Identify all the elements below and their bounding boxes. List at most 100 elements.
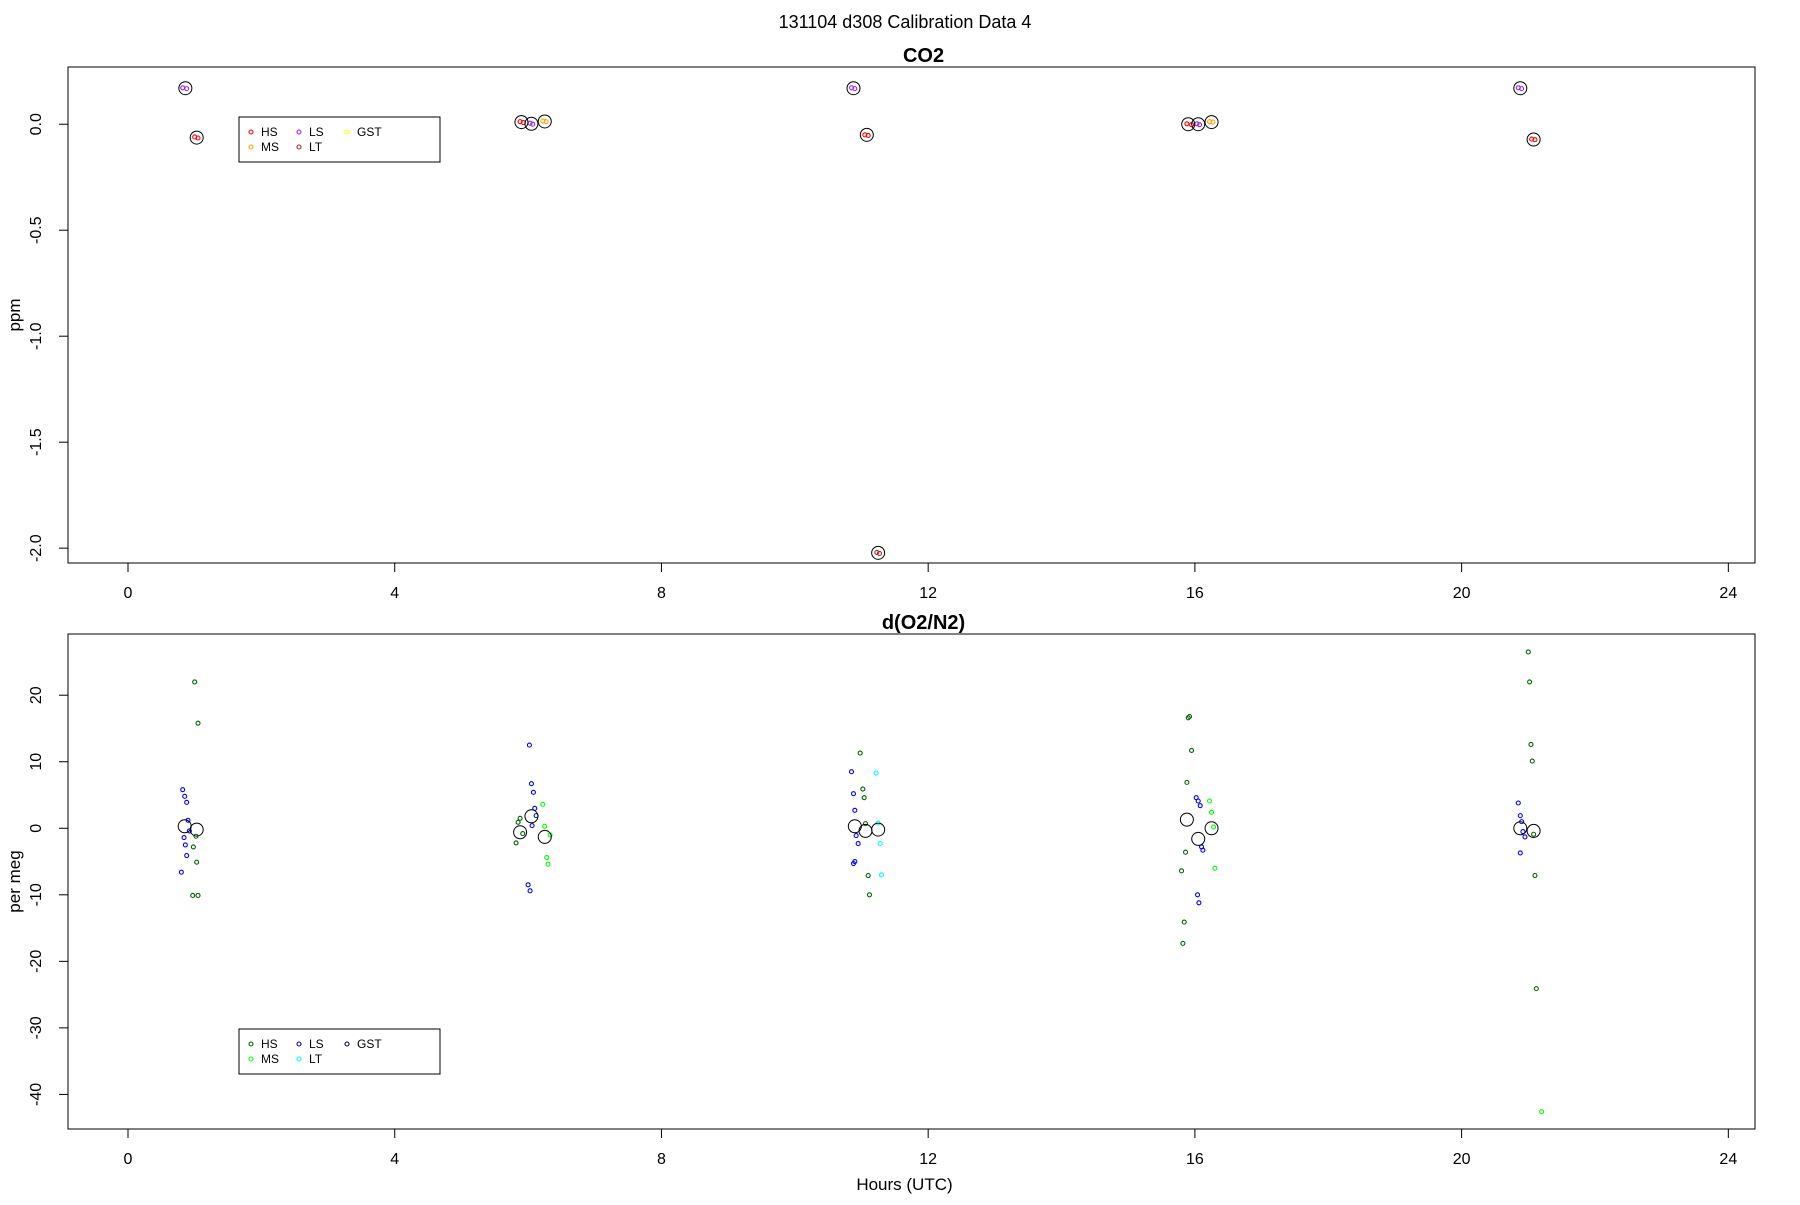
data-point [529, 823, 535, 829]
data-point [1525, 649, 1531, 655]
data-point [180, 85, 186, 91]
x-tick-label: 0 [124, 1151, 133, 1168]
average-marker [189, 822, 204, 837]
x-tick-label: 20 [1453, 585, 1471, 602]
legend-label: LT [309, 140, 323, 154]
legend-label: MS [261, 1052, 279, 1066]
average-marker [537, 829, 552, 844]
average-marker [871, 822, 886, 837]
series-average [177, 809, 1541, 846]
data-point [184, 86, 190, 92]
legend-box [238, 1028, 441, 1075]
y-tick-label: 0 [28, 824, 45, 833]
data-point [182, 793, 188, 799]
data-point [530, 121, 536, 127]
average-marker [1526, 823, 1541, 838]
data-point [540, 801, 546, 807]
data-point [1187, 713, 1193, 720]
series-hs [190, 649, 1539, 992]
x-tick-label: 12 [919, 1151, 937, 1168]
data-point [1210, 119, 1216, 125]
data-point [852, 86, 858, 92]
legend-label: GST [357, 125, 382, 139]
legend-label: HS [261, 1037, 278, 1051]
data-point [857, 750, 863, 756]
data-point [1180, 940, 1186, 946]
data-point [1207, 798, 1213, 804]
series-lt [874, 549, 883, 557]
series-ms [540, 798, 1545, 1115]
data-point [1515, 800, 1521, 806]
y-tick-label: -30 [28, 1016, 45, 1039]
data-point [1532, 872, 1538, 879]
data-point [1529, 136, 1535, 142]
data-point [1195, 798, 1201, 804]
data-point [1522, 834, 1528, 840]
x-tick-label: 0 [124, 585, 133, 602]
panel-title: d(O2/N2) [882, 612, 965, 634]
average-marker [1191, 831, 1206, 846]
x-tick-label: 4 [390, 1151, 399, 1168]
data-point [1533, 986, 1539, 992]
legend-marker [296, 1056, 302, 1062]
panel-title: CO2 [903, 45, 944, 67]
data-point [862, 821, 869, 827]
x-tick-label: 16 [1186, 1151, 1204, 1168]
data-point [181, 835, 187, 841]
x-tick-label: 12 [919, 585, 937, 602]
data-point [530, 789, 536, 795]
data-point [874, 549, 880, 555]
data-point [1179, 868, 1185, 874]
data-point [1207, 119, 1213, 125]
data-point [1527, 679, 1533, 685]
y-tick-label: -1.5 [28, 428, 45, 456]
data-point [1531, 831, 1537, 837]
average-marker [1181, 117, 1196, 132]
legend-marker [296, 129, 302, 135]
data-point [1212, 865, 1218, 871]
legend-label: LS [309, 1037, 324, 1051]
data-point [876, 550, 883, 557]
data-point [852, 858, 858, 865]
average-marker [1204, 115, 1219, 130]
data-point [1200, 847, 1206, 853]
data-point [1197, 803, 1203, 809]
data-point [180, 787, 186, 793]
average-marker [1191, 117, 1206, 132]
data-point [540, 118, 546, 124]
data-point [517, 815, 523, 821]
data-point [848, 769, 855, 775]
data-point [873, 770, 879, 776]
legend-label: LS [309, 125, 324, 139]
legend-marker [248, 1056, 254, 1062]
data-point [1532, 137, 1538, 143]
y-tick-label: 20 [28, 686, 45, 704]
y-tick-label: -40 [28, 1083, 45, 1106]
legend-label: LT [309, 1052, 323, 1066]
data-point [186, 828, 192, 834]
average-marker [846, 81, 861, 96]
data-point [528, 781, 534, 787]
x-tick-label: 20 [1453, 1151, 1471, 1168]
data-point [195, 892, 201, 899]
legend-marker [248, 144, 254, 150]
data-point [853, 833, 859, 839]
data-point [1539, 1109, 1545, 1115]
data-point [1184, 779, 1190, 785]
data-point [877, 841, 883, 847]
data-point [861, 795, 867, 801]
data-point [194, 859, 200, 865]
legend-marker [344, 1041, 350, 1047]
y-tick-label: 0.0 [28, 113, 45, 135]
data-point [1211, 824, 1217, 830]
legend-box [238, 116, 441, 163]
x-axis-label: Hours (UTC) [856, 1175, 952, 1194]
average-marker [189, 130, 204, 145]
series-hs [192, 119, 1538, 143]
data-point [850, 791, 857, 797]
data-point [1183, 849, 1189, 855]
